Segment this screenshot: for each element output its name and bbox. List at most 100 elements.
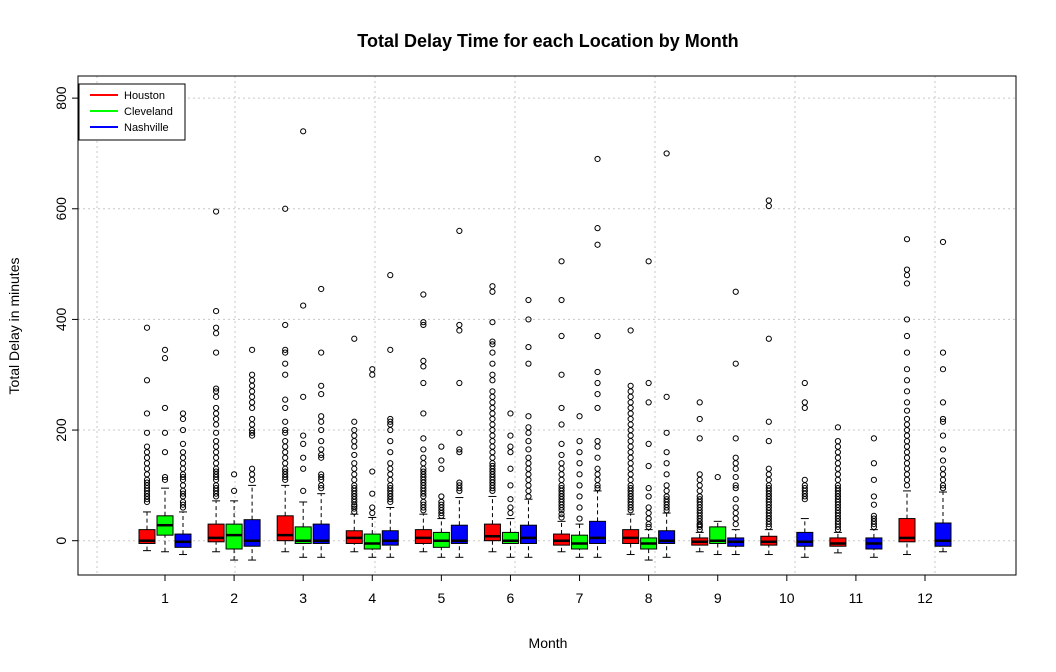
outlier-point (351, 485, 358, 492)
outlier-point (212, 388, 220, 395)
outlier-point (318, 426, 325, 434)
outlier-point (525, 476, 532, 483)
outlier-point (594, 368, 601, 376)
outlier-point (420, 454, 427, 461)
outlier-point (834, 471, 842, 478)
outlier-point (318, 285, 325, 293)
outlier-point (765, 476, 772, 483)
outlier-point (627, 471, 634, 478)
outlier-point (576, 438, 583, 445)
outlier-point (732, 496, 739, 503)
box-body (796, 531, 814, 547)
outlier-point (212, 404, 220, 412)
outlier-point (903, 272, 911, 279)
outlier-point (834, 454, 842, 461)
x-axis: 1 2 3 4 5 6 7 8 9 10 11 12 (161, 574, 933, 606)
outlier-point (351, 432, 358, 439)
outlier-point (645, 258, 652, 265)
outlier-point (282, 349, 289, 356)
outlier-point (212, 460, 220, 467)
outlier-point (143, 324, 151, 331)
outlier-point (318, 382, 325, 389)
outlier-point (369, 468, 376, 475)
box-body (363, 533, 381, 550)
outlier-point (248, 393, 256, 400)
outlier-point (351, 438, 358, 445)
outlier-point (212, 385, 220, 392)
outlier-point (161, 404, 169, 412)
outlier-point (248, 415, 256, 423)
outlier-point (765, 485, 772, 492)
outlier-point (369, 504, 376, 511)
outlier-point (369, 366, 376, 373)
outlier-point (696, 435, 703, 442)
box-nashville-6 (519, 296, 537, 558)
outlier-point (489, 360, 496, 367)
outlier-point (903, 366, 911, 373)
outlier-point (248, 404, 256, 412)
outlier-point (765, 438, 772, 445)
box-cleveland-8 (640, 258, 658, 561)
outlier-point (558, 511, 565, 518)
outlier-point (179, 465, 187, 472)
outlier-point (525, 493, 532, 500)
grid (78, 76, 1016, 575)
outlier-point (627, 399, 634, 406)
y-tick-label-200: 200 (53, 418, 69, 442)
outlier-point (179, 454, 187, 461)
y-axis-label: Total Delay in minutes (6, 258, 22, 395)
outlier-point (594, 390, 601, 398)
outlier-point (282, 438, 289, 445)
box-houston-1 (138, 324, 156, 552)
outlier-point (248, 382, 256, 389)
outlier-point (663, 482, 670, 489)
box-houston-12 (898, 236, 916, 556)
outlier-point (318, 390, 325, 398)
outlier-point (489, 454, 496, 461)
box-nashville-1 (174, 410, 192, 556)
outlier-point (420, 501, 427, 508)
outlier-point (456, 479, 463, 486)
outlier-point (903, 482, 911, 489)
box-cleveland-9 (709, 473, 727, 556)
outlier-point (834, 438, 842, 445)
outlier-point (903, 316, 911, 323)
outlier-point (212, 421, 220, 428)
outlier-point (318, 473, 325, 481)
outlier-point (143, 454, 151, 461)
outlier-point (696, 482, 703, 489)
outlier-point (627, 404, 634, 412)
outlier-point (558, 296, 565, 304)
outlier-point (420, 319, 427, 326)
outlier-point (939, 399, 947, 406)
legend-label-cleveland: Cleveland (124, 106, 173, 118)
outlier-point (456, 321, 463, 329)
outlier-point (732, 435, 739, 442)
outlier-point (507, 496, 514, 503)
outlier-point (387, 438, 394, 445)
outlier-point (939, 457, 947, 464)
outlier-point (212, 443, 220, 450)
outlier-point (318, 446, 325, 453)
outlier-point (179, 410, 187, 417)
outlier-point (903, 407, 911, 414)
outlier-point (765, 335, 772, 342)
outlier-point (318, 418, 325, 425)
outlier-point (351, 460, 358, 467)
outlier-point (765, 202, 772, 210)
outlier-point (558, 460, 565, 467)
outlier-point (834, 476, 842, 483)
outlier-point (143, 377, 151, 384)
outlier-point (663, 449, 670, 456)
outlier-point (489, 462, 496, 470)
outlier-point (507, 410, 514, 417)
outlier-point (507, 504, 514, 511)
outlier-point (282, 371, 289, 378)
outlier-point (212, 208, 220, 215)
outlier-point (507, 465, 514, 472)
outlier-point (248, 476, 256, 483)
outlier-point (489, 377, 496, 384)
outlier-point (282, 460, 289, 467)
outlier-point (645, 485, 652, 492)
outlier-point (438, 443, 445, 450)
